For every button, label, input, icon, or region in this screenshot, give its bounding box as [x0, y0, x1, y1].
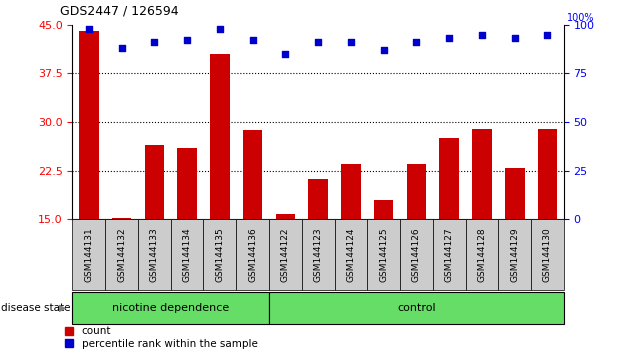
Text: GSM144124: GSM144124 [346, 228, 355, 282]
Bar [138, 219, 171, 290]
Bar [105, 219, 138, 290]
Text: control: control [397, 303, 436, 313]
Bar [406, 164, 427, 317]
Bar [79, 31, 99, 317]
Bar [112, 217, 132, 317]
Point [182, 38, 192, 43]
Point [542, 32, 553, 37]
Bar [177, 148, 197, 317]
Text: GSM144129: GSM144129 [510, 228, 519, 282]
Point [510, 35, 520, 41]
Point [215, 26, 225, 32]
Text: GDS2447 / 126594: GDS2447 / 126594 [60, 5, 178, 18]
Point [84, 26, 94, 32]
Point [411, 40, 421, 45]
Point [280, 51, 290, 57]
Point [313, 40, 323, 45]
Bar [144, 145, 164, 317]
Bar [374, 200, 394, 317]
Bar [537, 129, 558, 317]
Bar [531, 219, 564, 290]
Bar [335, 219, 367, 290]
Bar [400, 219, 433, 290]
Text: GSM144136: GSM144136 [248, 228, 257, 282]
Point [477, 32, 487, 37]
Text: GSM144131: GSM144131 [84, 228, 93, 282]
Bar [269, 292, 564, 324]
Bar [498, 219, 531, 290]
Text: GSM144134: GSM144134 [183, 228, 192, 282]
Text: disease state: disease state [1, 303, 71, 313]
Text: GSM144133: GSM144133 [150, 228, 159, 282]
Bar [367, 219, 400, 290]
Bar [466, 219, 498, 290]
Text: GSM144135: GSM144135 [215, 228, 224, 282]
Point [117, 45, 127, 51]
Bar [269, 219, 302, 290]
Bar [439, 138, 459, 317]
Bar [236, 219, 269, 290]
Bar [72, 219, 105, 290]
Bar [341, 164, 361, 317]
Bar [171, 219, 203, 290]
Text: GSM144122: GSM144122 [281, 228, 290, 282]
Bar [302, 219, 335, 290]
Bar [203, 219, 236, 290]
Text: GSM144123: GSM144123 [314, 228, 323, 282]
Bar [243, 130, 263, 317]
Bar [433, 219, 466, 290]
Bar [308, 178, 328, 317]
Text: GSM144132: GSM144132 [117, 228, 126, 282]
Text: ▶: ▶ [59, 303, 66, 313]
Point [444, 35, 454, 41]
Text: 100%: 100% [567, 13, 595, 23]
Bar [72, 292, 269, 324]
Bar [472, 129, 492, 317]
Text: GSM144130: GSM144130 [543, 228, 552, 282]
Point [248, 38, 258, 43]
Point [346, 40, 356, 45]
Text: GSM144126: GSM144126 [412, 228, 421, 282]
Bar [210, 54, 230, 317]
Text: GSM144128: GSM144128 [478, 228, 486, 282]
Bar [275, 214, 295, 317]
Point [379, 47, 389, 53]
Legend: count, percentile rank within the sample: count, percentile rank within the sample [65, 326, 258, 349]
Point [149, 40, 159, 45]
Bar [505, 167, 525, 317]
Text: nicotine dependence: nicotine dependence [112, 303, 229, 313]
Text: GSM144125: GSM144125 [379, 228, 388, 282]
Text: GSM144127: GSM144127 [445, 228, 454, 282]
